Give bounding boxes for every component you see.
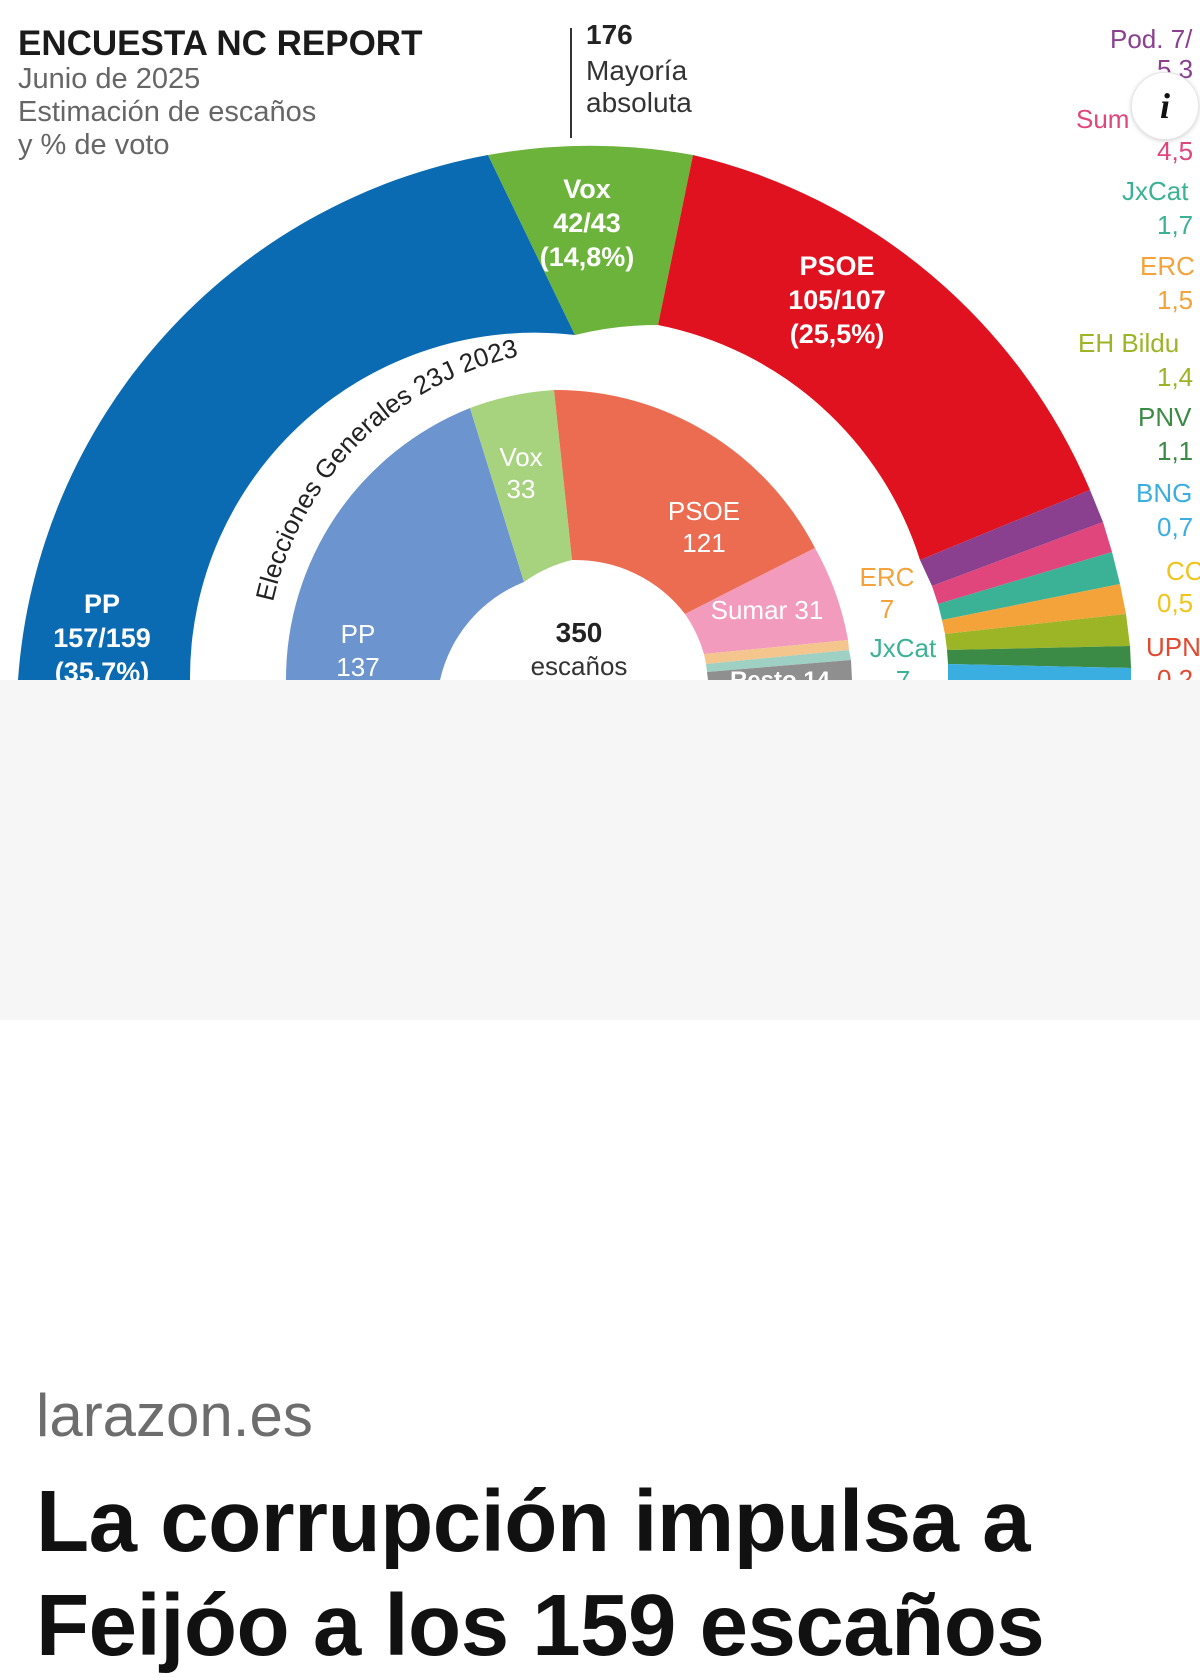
inner-jxcat-segment	[706, 650, 851, 672]
legend-upn-name: UPN	[1146, 632, 1200, 662]
legend-bng-name: BNG	[1136, 478, 1192, 508]
legend: Pod. 7/ 5,3 Sum 4,5 JxCat 1,7 ERC 1,5 EH…	[1076, 24, 1200, 680]
inner-vox-seats: 33	[507, 474, 536, 504]
link-preview-footer[interactable]: larazon.es La corrupción impulsa a Feijó…	[0, 680, 1200, 1674]
graphic-title: ENCUESTA NC REPORT	[18, 24, 422, 63]
inner-sumar-segment	[685, 548, 848, 654]
inner-jxcat-name: JxCat	[870, 633, 937, 663]
legend-pnv-value: 1,1	[1157, 436, 1193, 466]
outer-podemos-segment	[920, 490, 1103, 586]
inner-vox-name: Vox	[499, 442, 542, 472]
outer-sumar-segment	[932, 522, 1112, 604]
outer-vox-segment	[488, 145, 693, 335]
inner-pp-segment	[285, 408, 524, 680]
inner-erc-segment	[704, 640, 849, 664]
outer-erc-segment	[942, 584, 1126, 634]
vox-pct-label: (14,8%)	[540, 242, 635, 272]
graphic-subtitle-line-1: Estimación de escaños	[18, 96, 316, 128]
headline-line-1: La corrupción impulsa a	[36, 1473, 1031, 1570]
legend-erc-name: ERC	[1140, 251, 1195, 281]
article-headline[interactable]: La corrupción impulsa a Feijóo a los 159…	[36, 1470, 1166, 1678]
inner-vox-segment	[470, 390, 572, 582]
inner-resto-label: Resto 14	[730, 667, 831, 680]
inner-pp-seats: 137	[336, 652, 379, 680]
pp-seats-label: 157/159	[53, 623, 151, 653]
majority-label-1: Mayoría	[586, 55, 688, 86]
inner-resto-segment	[707, 660, 852, 680]
info-button[interactable]: i	[1131, 72, 1199, 140]
legend-cc-name: CC	[1166, 556, 1200, 586]
legend-bildu-name: EH Bildu	[1078, 328, 1179, 358]
outer-bng-segment	[948, 664, 1131, 680]
majority-number: 176	[586, 19, 633, 50]
inner-pp-name: PP	[341, 619, 376, 649]
headline-line-2: Feijóo a los 159 escaños	[36, 1577, 1045, 1674]
pp-pct-label: (35,7%)	[55, 657, 150, 680]
psoe-seats-label: 105/107	[788, 285, 886, 315]
legend-sumar-value: 4,5	[1157, 136, 1193, 166]
legend-erc-value: 1,5	[1157, 285, 1193, 315]
legend-cc-value: 0,5	[1157, 588, 1193, 618]
outer-pnv-segment	[947, 646, 1131, 668]
legend-sumar-name: Sum	[1076, 104, 1129, 134]
legend-jxcat-value: 1,7	[1157, 210, 1193, 240]
majority-label-2: absoluta	[586, 87, 692, 118]
inner-psoe-name: PSOE	[668, 496, 740, 526]
legend-bildu-value: 1,4	[1157, 362, 1193, 392]
inner-erc-seats: 7	[880, 594, 894, 624]
outer-bildu-segment	[945, 614, 1130, 650]
graphic-subtitle-line-2: y % de voto	[18, 129, 170, 161]
legend-pnv-name: PNV	[1138, 402, 1192, 432]
center-seat-count: 350	[556, 617, 603, 648]
hemicycle-chart: ENCUESTA NC REPORT Junio de 2025 Estimac…	[18, 19, 1200, 680]
graphic-date: Junio de 2025	[18, 63, 200, 95]
legend-bng-value: 0,7	[1157, 512, 1193, 542]
info-icon: i	[1159, 86, 1170, 126]
vox-seats-label: 42/43	[553, 208, 621, 238]
outer-psoe-segment	[658, 155, 1090, 560]
outer-jxcat-segment	[938, 552, 1120, 620]
inner-sumar-label: Sumar 31	[711, 595, 824, 625]
inner-psoe-segment	[554, 389, 815, 614]
inner-jxcat-seats: 7	[896, 665, 910, 680]
inner-erc-name: ERC	[860, 562, 915, 592]
outer-pp-segment	[18, 155, 575, 680]
legend-podemos-name: Pod. 7/	[1110, 24, 1193, 54]
source-domain: larazon.es	[36, 1382, 313, 1449]
center-seat-label: escaños	[531, 651, 628, 680]
psoe-pct-label: (25,5%)	[790, 319, 885, 349]
poll-graphic: ENCUESTA NC REPORT Junio de 2025 Estimac…	[0, 0, 1200, 680]
vox-name-label: Vox	[563, 174, 611, 204]
pp-name-label: PP	[84, 589, 120, 619]
legend-jxcat-name: JxCat	[1122, 176, 1189, 206]
legend-upn-value: 0,2	[1157, 664, 1193, 680]
psoe-name-label: PSOE	[799, 251, 874, 281]
inner-psoe-seats: 121	[682, 528, 725, 558]
